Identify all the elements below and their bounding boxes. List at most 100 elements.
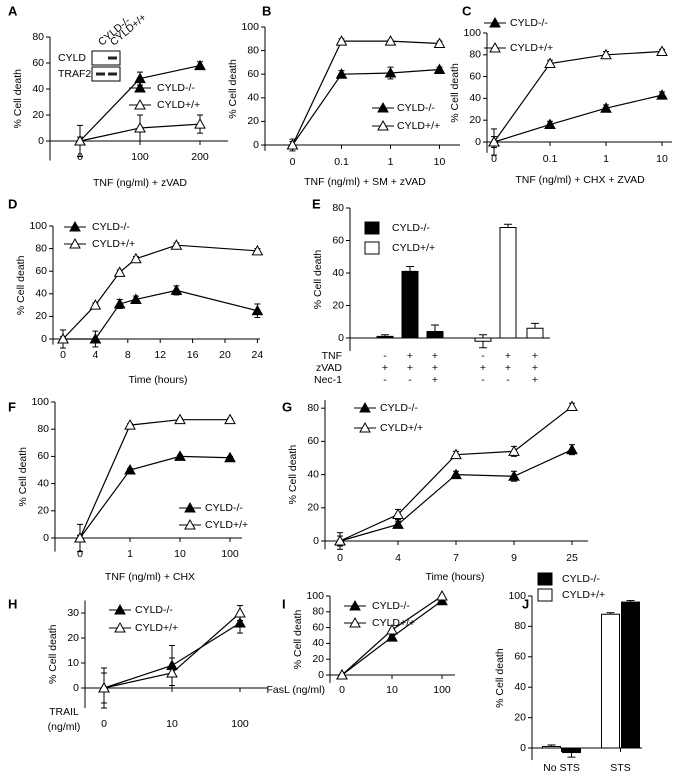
y-axis-label: % Cell death [15,255,27,315]
blot-band [108,56,117,60]
y-tick-label: 60 [332,234,344,246]
blot-band [96,72,105,76]
y-tick-label: 100 [306,590,324,602]
marker [224,413,236,425]
legend-marker [489,16,501,28]
y-tick-label: 0 [253,139,259,151]
marker [336,668,348,680]
series-line [79,419,230,539]
panel-label: C [462,3,472,18]
treatment-sign: + [432,362,438,374]
y-tick-label: 80 [469,49,481,61]
marker [170,284,183,295]
y-tick-label: 80 [247,44,259,56]
legend-marker [69,237,81,249]
x-tick-label: 0 [60,349,66,361]
marker [566,400,578,412]
legend-label: CYLD+/+ [372,617,415,629]
series-line [292,68,440,146]
marker [544,118,556,130]
panel-label: G [282,399,292,414]
y-axis-label: % Cell death [12,69,24,129]
y-tick-label: 80 [32,31,44,43]
treatment-label: TNF [322,350,342,362]
y-tick-label: 40 [307,468,319,480]
y-tick-label: 80 [35,242,47,254]
legend-marker [134,81,146,93]
marker [98,681,110,693]
marker [433,37,446,49]
legend-label: CYLD+/+ [397,120,440,132]
legend-label: CYLD-/- [510,17,548,29]
series-line [291,40,440,146]
marker [130,293,142,304]
x-tick-label: 10 [174,548,186,560]
y-tick-label: 100 [29,220,47,232]
x-tick-label: 0 [491,153,497,165]
legend-label: CYLD-/- [92,221,130,233]
marker [124,463,136,475]
marker [386,631,398,642]
y-tick-label: 20 [332,299,344,311]
y-tick-label: 20 [37,505,49,517]
treatment-sign: + [480,362,486,374]
marker [386,623,398,635]
x-tick-label: 0.1 [543,153,558,165]
blot-band [108,72,117,76]
treatment-sign: - [408,374,412,386]
legend-marker [134,98,146,110]
marker [170,239,183,250]
marker [224,451,236,463]
y-tick-label: 40 [469,92,481,104]
treatment-sign: + [407,350,413,362]
treatment-sign: + [505,350,511,362]
legend-marker [114,621,126,633]
x-tick-label: 12 [154,349,166,361]
y-tick-label: 0 [475,136,481,148]
legend-marker [69,220,81,232]
marker [656,45,668,57]
y-tick-label: 40 [247,92,259,104]
panel-label: A [8,3,18,18]
legend-label: CYLD+/+ [92,238,135,250]
series-line [79,455,231,539]
panel-label: F [8,399,16,414]
y-tick-label: 100 [31,396,49,408]
marker [286,138,299,150]
panel-label: E [312,196,321,211]
y-tick-label: 40 [32,83,44,95]
y-tick-label: 80 [37,423,49,435]
legend-label: CYLD-/- [157,82,195,94]
y-tick-label: 80 [514,620,526,632]
y-tick-label: 20 [469,114,481,126]
legend-label: CYLD+/+ [510,42,553,54]
bar [499,227,517,339]
legend-label: CYLD-/- [397,102,435,114]
marker [600,102,612,113]
blot-box [91,50,121,66]
legend-marker [349,599,361,611]
panel-label: B [262,3,271,18]
bar [474,337,492,342]
y-tick-label: 40 [332,267,344,279]
marker [566,443,578,455]
legend-marker [114,603,126,615]
y-axis-label: % Cell death [292,610,304,670]
marker [74,134,86,146]
marker [166,666,178,678]
y-tick-label: 80 [312,606,324,618]
marker [508,445,520,456]
y-tick-label: 0 [318,669,324,681]
y-tick-label: 30 [67,607,79,619]
x-tick-label: STS [610,762,630,774]
x-tick-label: 10 [166,718,178,730]
legend-label: CYLD+/+ [205,519,248,531]
panel-label: H [8,596,17,611]
y-tick-label: 100 [463,27,481,39]
bar [401,270,419,339]
legend-marker [377,119,389,131]
y-axis-label: % Cell death [47,624,59,684]
series-line [339,449,573,542]
panel-label: I [282,596,286,611]
